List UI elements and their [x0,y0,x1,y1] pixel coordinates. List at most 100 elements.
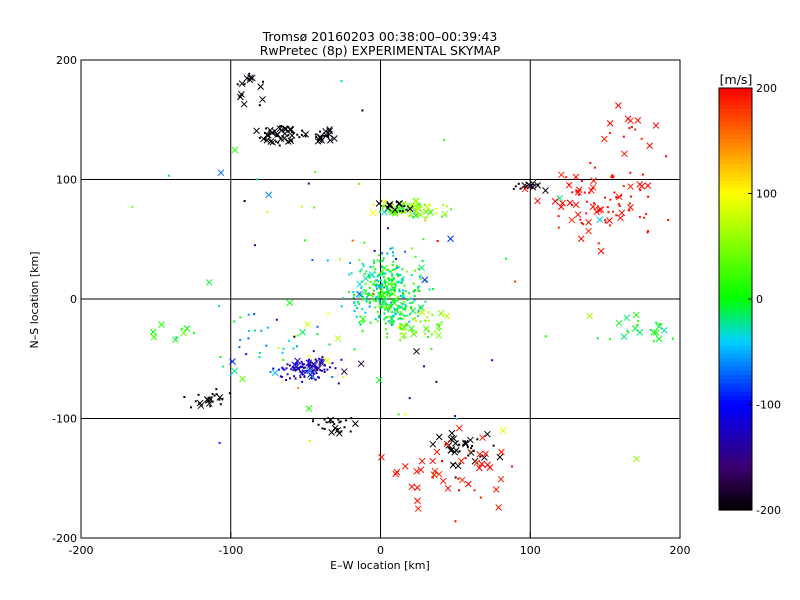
cross-stroke [231,367,238,375]
data-point-cross [574,211,582,218]
data-point-dot [414,317,417,320]
data-point-cross [462,440,469,448]
data-point-dot [350,272,353,275]
data-point-dot [450,208,453,211]
cross-stroke [305,405,313,412]
data-point-dot [401,210,404,213]
data-point-dot [327,312,330,315]
data-point-cross [617,214,624,222]
cross-stroke [277,135,285,143]
data-point-dot [428,203,431,206]
data-point-cross [306,364,314,372]
cross-stroke [352,420,359,427]
data-point-dot [372,265,375,268]
data-point-cross [431,467,439,475]
data-point-cross [621,150,628,158]
data-point-cross [229,358,236,365]
data-point-dot [328,343,331,346]
cross-stroke [498,448,505,456]
data-point-cross [386,201,394,208]
data-point-dot [400,281,403,284]
cross-stroke [248,74,256,82]
data-point-dot [401,296,404,299]
colorbar-segment [719,244,752,249]
data-point-dot [375,284,378,287]
data-point-dot [417,289,420,292]
colorbar-segment [719,214,752,220]
data-point-dot [372,203,375,206]
data-point-cross [529,183,537,191]
y-tick-label: -100 [52,413,77,426]
data-point-dot [362,297,365,300]
colorbar-segment [719,109,752,114]
data-point-dot [585,212,588,215]
data-point-dot [361,109,364,112]
data-point-cross [441,210,449,218]
data-point-cross [568,216,576,224]
data-point-dot [325,421,328,424]
data-point-dot [369,321,372,324]
data-point-dot [431,288,434,291]
data-point-dot [314,378,317,381]
data-point-dot [401,268,404,271]
cross-stroke [294,357,301,365]
cross-stroke [435,470,443,478]
colorbar-segment [719,434,752,439]
data-point-dot [476,438,479,441]
data-point-dot [381,303,384,306]
data-point-dot [512,187,515,190]
data-point-dot [458,489,461,492]
data-point-dot [416,315,419,318]
colorbar-segment [719,147,752,152]
data-point-dot [364,289,367,292]
colorbar-segment [719,311,752,317]
cross-stroke [243,74,251,82]
data-point-cross [271,369,279,377]
data-point-dot [290,140,293,143]
cross-stroke [433,448,441,456]
cross-stroke [558,171,565,179]
data-point-dot [353,309,356,312]
data-point-dot [384,281,387,284]
data-point-dot [436,323,439,326]
data-point-dot [218,398,221,401]
data-point-cross [196,399,204,407]
data-point-dot [386,268,389,271]
cross-stroke [559,199,566,207]
data-point-cross [498,448,505,456]
data-point-dot [375,300,378,303]
data-point-dot [180,327,183,330]
data-point-dot [426,316,429,319]
colorbar-segment [719,488,752,494]
data-point-dot [349,430,352,433]
cross-stroke [315,364,322,372]
data-point-dot [396,273,399,276]
data-point-dot [377,316,380,319]
data-point-cross [650,329,658,336]
data-point-dot [446,205,449,208]
data-point-dot [286,363,289,366]
cross-stroke [412,198,420,205]
cross-stroke [335,429,343,437]
cross-stroke [476,464,483,472]
data-point-cross [180,329,188,337]
cross-stroke [391,206,399,214]
cross-stroke [323,357,331,365]
data-point-cross [293,363,301,370]
data-point-cross [377,287,385,294]
data-point-dot [596,337,599,340]
data-point-dot [441,460,444,463]
cross-stroke [205,400,213,407]
data-point-cross [395,200,403,208]
colorbar-segment [719,159,752,165]
cross-stroke [357,291,365,299]
cross-stroke [557,203,565,211]
data-point-dot [381,285,384,288]
data-point-cross [276,125,284,133]
data-point-dot [416,214,419,217]
data-point-dot [373,283,376,286]
colorbar-segment [719,472,752,477]
data-point-dot [372,299,375,302]
data-point-dot [399,294,402,297]
